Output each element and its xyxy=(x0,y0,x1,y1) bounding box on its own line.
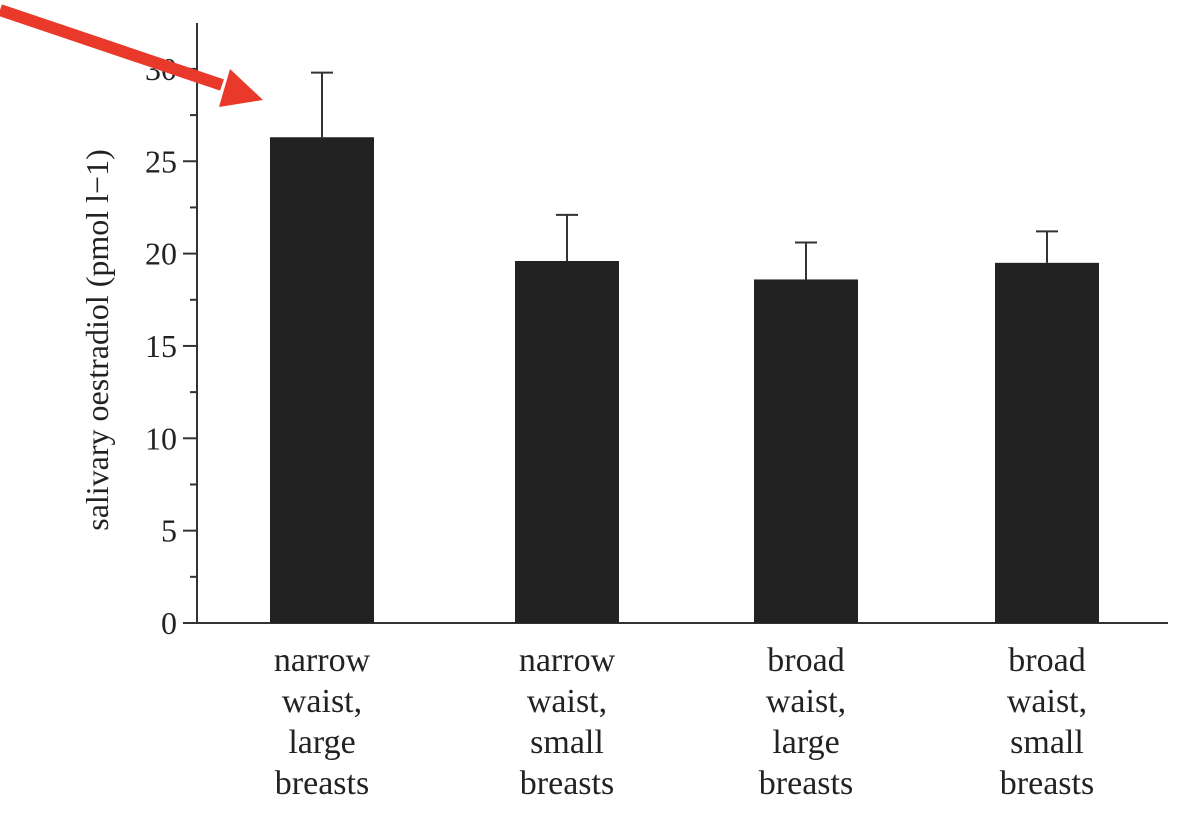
x-tick-label: breasts xyxy=(275,765,369,802)
y-tick-label: 0 xyxy=(161,605,177,641)
x-tick-label: breasts xyxy=(1000,765,1094,802)
x-tick-label: narrow xyxy=(519,642,616,679)
bar xyxy=(270,137,374,623)
y-tick-label: 15 xyxy=(145,328,177,364)
x-tick-label: waist, xyxy=(527,683,607,720)
x-tick-label: narrow xyxy=(274,642,371,679)
y-tick-label: 20 xyxy=(145,236,177,272)
x-tick-label: breasts xyxy=(759,765,853,802)
x-tick-label: waist, xyxy=(766,683,846,720)
bar xyxy=(995,262,1099,623)
y-tick-label: 5 xyxy=(161,513,177,549)
y-tick-label: 25 xyxy=(145,143,177,179)
x-tick-label: broad xyxy=(1008,642,1085,679)
bar xyxy=(754,279,858,623)
x-tick-label: large xyxy=(772,724,839,761)
x-tick-label: waist, xyxy=(1007,683,1087,720)
arrow-head-icon xyxy=(219,69,263,107)
x-tick-label: breasts xyxy=(520,765,614,802)
bar xyxy=(515,260,619,623)
arrow-shaft xyxy=(0,4,224,91)
x-tick-label: broad xyxy=(767,642,844,679)
x-tick-label: small xyxy=(530,724,604,761)
x-tick-label: waist, xyxy=(282,683,362,720)
y-axis-label: salivary oestradiol (pmol l−1) xyxy=(79,149,115,531)
x-tick-label: large xyxy=(288,724,355,761)
x-tick-label: small xyxy=(1010,724,1084,761)
y-tick-label: 10 xyxy=(145,420,177,456)
